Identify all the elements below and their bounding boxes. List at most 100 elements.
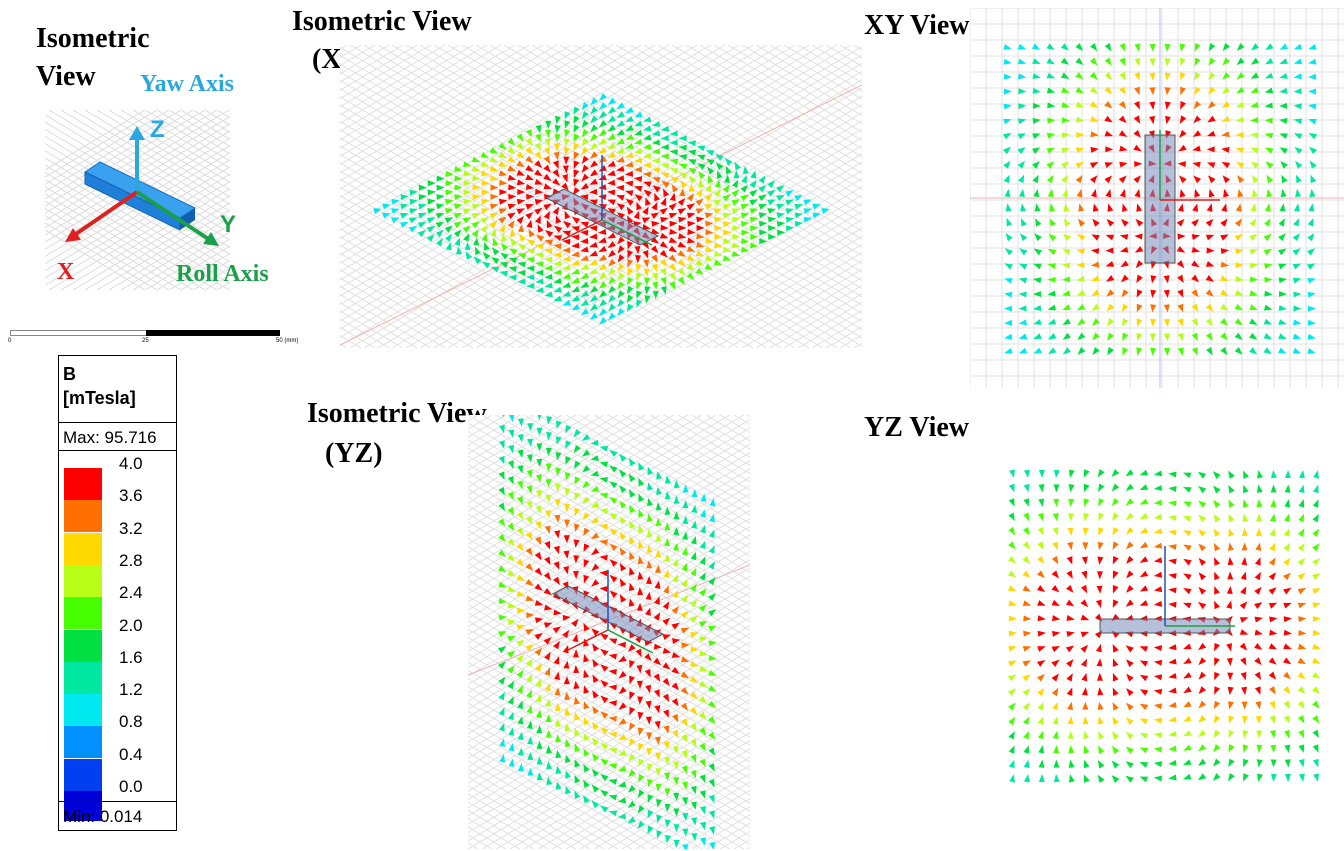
field-arrow bbox=[498, 691, 505, 701]
field-arrow bbox=[574, 774, 581, 784]
field-arrow bbox=[1235, 203, 1242, 212]
field-arrow bbox=[699, 790, 706, 799]
field-arrow bbox=[490, 228, 496, 238]
field-arrow bbox=[1083, 759, 1090, 769]
field-arrow bbox=[1234, 248, 1244, 255]
field-arrow bbox=[1060, 161, 1070, 169]
field-arrow bbox=[680, 627, 690, 634]
field-arrow bbox=[1037, 687, 1045, 697]
field-arrow bbox=[409, 198, 418, 205]
field-arrow bbox=[1149, 101, 1156, 110]
field-arrow bbox=[1153, 513, 1163, 520]
field-arrow bbox=[659, 232, 669, 239]
field-arrow bbox=[589, 285, 599, 293]
field-arrow bbox=[526, 612, 535, 619]
field-arrow bbox=[1269, 715, 1276, 724]
field-arrow bbox=[686, 237, 696, 244]
field-arrow bbox=[1228, 744, 1235, 753]
field-arrow bbox=[583, 795, 590, 804]
field-arrow bbox=[654, 192, 660, 202]
field-arrow bbox=[672, 638, 681, 645]
field-arrow bbox=[525, 531, 533, 541]
field-arrow bbox=[1098, 498, 1105, 507]
field-arrow bbox=[382, 212, 391, 219]
field-arrow bbox=[1198, 543, 1207, 552]
field-arrow bbox=[573, 696, 580, 705]
field-arrow bbox=[696, 145, 706, 152]
field-arrow bbox=[794, 221, 804, 227]
field-arrow bbox=[408, 217, 418, 224]
field-arrow bbox=[1284, 759, 1291, 768]
field-arrow bbox=[1297, 543, 1305, 552]
field-arrow bbox=[572, 633, 579, 643]
field-arrow bbox=[1254, 586, 1262, 595]
field-arrow bbox=[545, 230, 554, 238]
field-arrow bbox=[758, 175, 766, 184]
field-arrow bbox=[1035, 218, 1042, 227]
field-arrow bbox=[1205, 289, 1214, 297]
field-arrow bbox=[1177, 203, 1184, 212]
field-arrow bbox=[1234, 234, 1243, 241]
field-arrow bbox=[708, 685, 717, 692]
field-arrow bbox=[678, 216, 687, 223]
field-arrow bbox=[1228, 484, 1235, 494]
field-arrow bbox=[599, 570, 608, 577]
field-arrow bbox=[1205, 303, 1214, 312]
field-arrow bbox=[619, 594, 627, 603]
field-arrow bbox=[691, 504, 698, 513]
field-arrow bbox=[1298, 616, 1307, 623]
field-arrow bbox=[1220, 234, 1229, 241]
field-arrow bbox=[582, 496, 591, 505]
field-arrow bbox=[699, 588, 707, 597]
field-arrow bbox=[1308, 203, 1315, 212]
field-arrow bbox=[655, 783, 662, 792]
field-arrow bbox=[508, 266, 517, 273]
field-arrow bbox=[1250, 87, 1259, 93]
legend-divider bbox=[59, 450, 176, 451]
field-arrow bbox=[526, 282, 535, 289]
field-arrow bbox=[1223, 188, 1230, 198]
field-arrow bbox=[562, 290, 571, 297]
field-arrow bbox=[1278, 305, 1288, 311]
field-arrow bbox=[400, 203, 409, 210]
field-arrow bbox=[708, 700, 717, 709]
field-arrow bbox=[1078, 203, 1085, 212]
field-arrow bbox=[517, 731, 524, 741]
field-arrow bbox=[525, 629, 535, 636]
field-arrow bbox=[1312, 657, 1321, 664]
field-arrow bbox=[1112, 716, 1119, 726]
field-arrow bbox=[617, 245, 625, 254]
field-arrow bbox=[1083, 512, 1090, 522]
field-arrow bbox=[599, 554, 608, 561]
iso-view-title: Isometric View bbox=[36, 23, 150, 92]
field-arrow bbox=[698, 620, 708, 628]
field-arrow bbox=[1139, 469, 1149, 476]
field-arrow bbox=[1207, 115, 1216, 123]
field-arrow bbox=[731, 179, 739, 189]
field-arrow bbox=[699, 650, 708, 657]
field-arrow bbox=[1220, 261, 1230, 268]
field-arrow bbox=[1227, 672, 1234, 681]
field-arrow bbox=[1214, 671, 1220, 681]
field-arrow bbox=[471, 203, 481, 210]
legend-tick: 2.4 bbox=[119, 583, 143, 603]
field-arrow bbox=[1270, 498, 1277, 508]
field-arrow bbox=[436, 203, 445, 210]
field-arrow bbox=[1105, 247, 1114, 254]
axis-x-label: X bbox=[57, 259, 75, 285]
field-arrow bbox=[706, 158, 715, 166]
field-arrow bbox=[609, 590, 618, 599]
field-arrow bbox=[1051, 645, 1061, 653]
field-arrow bbox=[628, 457, 636, 467]
field-arrow bbox=[1097, 483, 1105, 492]
field-arrow bbox=[1197, 471, 1207, 479]
field-arrow bbox=[688, 183, 695, 192]
legend-swatch bbox=[64, 791, 102, 821]
field-arrow bbox=[722, 194, 731, 202]
field-arrow bbox=[1112, 570, 1119, 580]
field-arrow bbox=[555, 115, 561, 125]
field-arrow bbox=[1177, 332, 1184, 342]
field-arrow bbox=[1312, 558, 1321, 566]
field-arrow bbox=[1150, 304, 1157, 313]
field-arrow bbox=[655, 502, 662, 511]
